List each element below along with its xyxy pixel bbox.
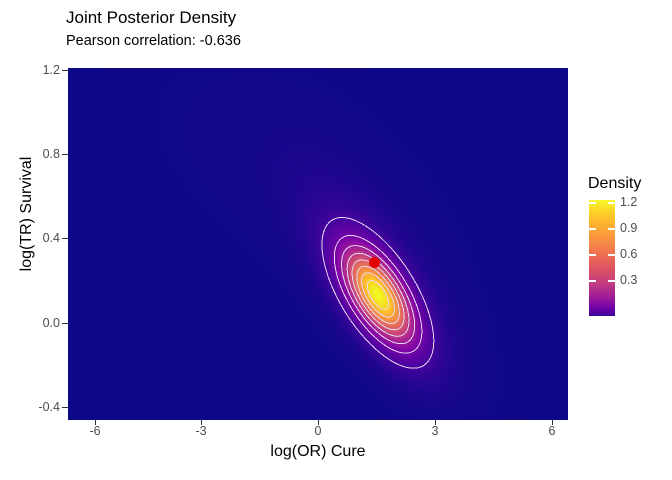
y-axis-title: log(TR) Survival <box>18 156 35 272</box>
legend-tick-mark <box>589 202 596 204</box>
contour-line <box>333 234 423 354</box>
contour-line <box>351 259 405 331</box>
legend-tick-mark <box>608 254 615 256</box>
y-tick-mark <box>62 238 68 239</box>
contour-line <box>341 245 416 345</box>
legend-tick-mark <box>608 202 615 204</box>
density-plot-panel <box>68 68 568 420</box>
y-tick-mark <box>62 407 68 408</box>
legend-tick-label: 0.6 <box>620 247 638 261</box>
y-tick-mark <box>62 154 68 155</box>
y-tick-label: -0.4 <box>38 400 60 414</box>
x-tick-label: 0 <box>314 424 322 438</box>
x-tick-label: 6 <box>548 424 556 438</box>
y-tick-mark <box>62 70 68 71</box>
y-tick-label: 0.8 <box>42 147 60 161</box>
contour-line <box>361 272 396 318</box>
contour-line <box>366 279 390 310</box>
density-heatmap <box>68 68 568 420</box>
legend-tick-mark <box>608 280 615 282</box>
legend-tick-mark <box>589 228 596 230</box>
legend-tick-mark <box>589 254 596 256</box>
x-tick-label: -3 <box>195 424 207 438</box>
chart-title: Joint Posterior Density <box>66 8 237 27</box>
x-tick-mark <box>95 420 96 425</box>
contour-line <box>346 252 410 337</box>
y-tick-label: 0.0 <box>42 316 60 330</box>
x-tick-mark <box>318 420 319 425</box>
contour-line <box>356 265 400 325</box>
posterior-mode-point <box>368 256 380 268</box>
y-tick-label: 1.2 <box>42 63 60 77</box>
y-tick-mark <box>62 323 68 324</box>
legend-tick-label: 1.2 <box>620 195 638 209</box>
x-axis-title: log(OR) Cure <box>270 443 366 460</box>
legend-tick-label: 0.9 <box>620 221 638 235</box>
x-tick-mark <box>552 420 553 425</box>
legend-tick-mark <box>589 280 596 282</box>
legend-tick-mark <box>608 228 615 230</box>
x-tick-mark <box>201 420 202 425</box>
legend-title: Density <box>588 175 642 192</box>
legend-tick-label: 0.3 <box>620 273 638 287</box>
contour-lines <box>321 217 435 369</box>
y-tick-label: 0.4 <box>42 231 60 245</box>
x-tick-label: -6 <box>89 424 101 438</box>
contour-line <box>321 217 435 369</box>
x-tick-mark <box>435 420 436 425</box>
density-colorbar <box>589 200 615 316</box>
x-tick-label: 3 <box>431 424 439 438</box>
chart-subtitle: Pearson correlation: -0.636 <box>66 33 241 49</box>
